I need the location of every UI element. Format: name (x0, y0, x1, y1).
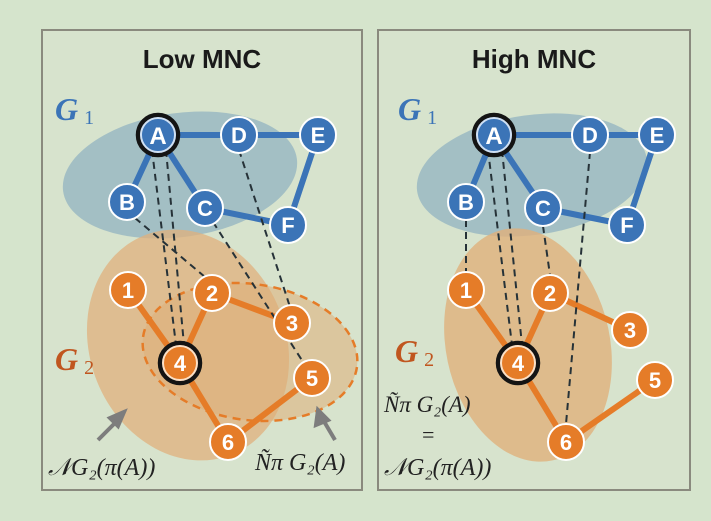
node-2-label: 2 (206, 281, 218, 306)
align-c-5 (212, 221, 306, 366)
arrow-head-left (106, 408, 128, 430)
annotation-equals: = (421, 422, 436, 447)
node-6 (547, 423, 585, 461)
node-6-label: 6 (560, 430, 572, 455)
g1-nodes: A B C D E F (108, 112, 337, 244)
node-c (524, 189, 562, 227)
node-4 (157, 340, 203, 386)
panel-high-mnc: High MNC (377, 29, 691, 491)
node-1-label: 1 (122, 278, 134, 303)
node-6 (209, 423, 247, 461)
node-4-label: 4 (174, 351, 187, 376)
node-a (471, 112, 517, 158)
node-a (135, 112, 181, 158)
g1-nodes: A B C D E F (447, 112, 676, 244)
node-f (269, 206, 307, 244)
panel-title: Low MNC (143, 44, 262, 74)
arrow-head-right (313, 405, 332, 429)
node-b-label: B (458, 190, 474, 215)
g2-nodes: 1 2 3 4 5 6 (109, 271, 331, 461)
node-2-label: 2 (544, 281, 556, 306)
node-e (638, 116, 676, 154)
node-1 (447, 271, 485, 309)
align-b-2 (134, 217, 206, 278)
node-5-label: 5 (306, 366, 318, 391)
alignment-edges (465, 149, 591, 425)
align-a-4 (487, 149, 513, 346)
alignment-edges (134, 149, 306, 366)
node-5-label: 5 (649, 368, 661, 393)
node-3 (273, 304, 311, 342)
node-a-label: A (485, 123, 502, 150)
node-b-label: B (119, 190, 135, 215)
align-a-4 (151, 149, 177, 346)
node-3-label: 3 (286, 311, 298, 336)
node-1 (109, 271, 147, 309)
node-e-label: E (311, 123, 326, 148)
node-d (220, 116, 258, 154)
node-d-label: D (231, 123, 247, 148)
node-b (447, 183, 485, 221)
node-2 (193, 274, 231, 312)
align-d-6 (565, 151, 591, 425)
node-d (571, 116, 609, 154)
annotation-mapped-neighborhood: Ñπ G₂(A) (254, 449, 345, 476)
align-a-4-2 (165, 149, 185, 346)
align-a-4-2 (501, 149, 523, 346)
node-3 (611, 311, 649, 349)
node-5 (636, 361, 674, 399)
node-6-label: 6 (222, 430, 234, 455)
node-3-label: 3 (624, 318, 636, 343)
node-c (186, 189, 224, 227)
annotation-neighborhood-of-image: 𝒩G₂(π(A)) (48, 455, 155, 481)
annotation-mapped-neighborhood: Ñπ G₂(A) (383, 391, 471, 417)
node-d-label: D (582, 123, 598, 148)
annotation-arrows (96, 405, 337, 442)
mapped-neighborhood-dashed-outline (141, 281, 359, 423)
panel-low-mnc: Low MNC (41, 29, 363, 491)
panel-title: High MNC (472, 44, 596, 74)
g2-nodes: 1 2 3 4 5 6 (447, 271, 674, 461)
node-e-label: E (650, 123, 665, 148)
node-f-label: F (281, 213, 294, 238)
node-a-label: A (149, 123, 166, 150)
node-4-label: 4 (512, 351, 525, 376)
node-5 (293, 359, 331, 397)
node-1-label: 1 (460, 278, 472, 303)
node-e (299, 116, 337, 154)
align-d-3 (238, 149, 291, 308)
node-2 (531, 274, 569, 312)
node-4 (495, 340, 541, 386)
node-f-label: F (620, 213, 633, 238)
node-c-label: C (535, 196, 551, 221)
node-b (108, 183, 146, 221)
node-f (608, 206, 646, 244)
annotation-neighborhood-of-image: 𝒩G₂(π(A)) (384, 455, 491, 481)
align-c-2 (542, 225, 551, 276)
node-c-label: C (197, 196, 213, 221)
